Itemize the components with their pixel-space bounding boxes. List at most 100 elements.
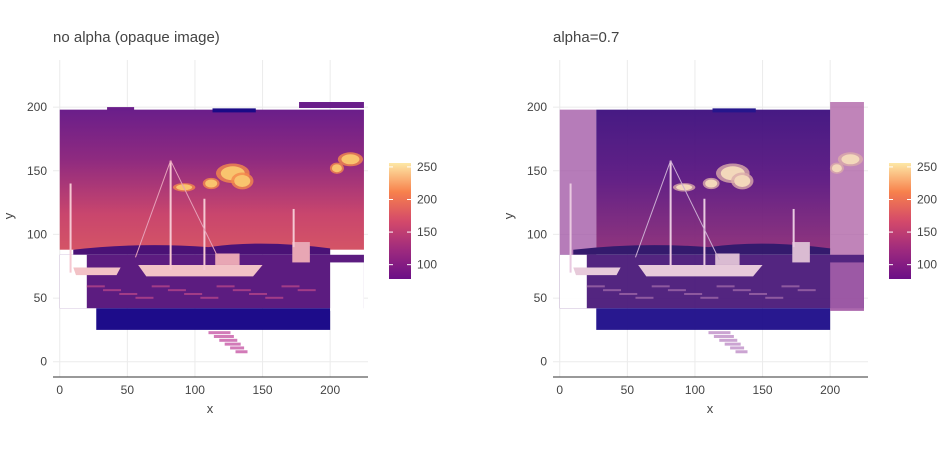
bottom-reflection [719, 338, 738, 342]
panel-1: no alpha (opaque image) 0 50 100 150 200 0 50… [1, 29, 437, 416]
x-tick-label: 50 [621, 383, 635, 397]
bottom-reflection [730, 346, 745, 350]
x-tick-label: 0 [56, 383, 63, 397]
y-tick-label: 50 [534, 291, 548, 305]
panel-2-x-axis-label: x [707, 401, 714, 416]
reflection-streak [716, 285, 735, 288]
panel-2-colorbar: 100 150 200 250 [889, 160, 937, 279]
reflection-streak [151, 285, 170, 288]
reflection-streak [119, 292, 138, 295]
reflection-streak [249, 292, 268, 295]
cloud [341, 154, 360, 165]
reflection-streak [167, 289, 186, 292]
water [59, 254, 364, 309]
boat-cabin [792, 242, 810, 263]
image-top-dark-strip [212, 108, 256, 113]
rigging [670, 160, 720, 261]
panel-2-title: alpha=0.7 [553, 29, 619, 46]
y-tick-label: 200 [527, 100, 547, 114]
bottom-reflection [213, 334, 234, 338]
x-tick-label: 200 [820, 383, 840, 397]
panel-1-colorbar: 100 150 200 250 [389, 160, 437, 279]
boat-cabin [292, 242, 310, 263]
rigging [134, 160, 172, 258]
water-gap [559, 254, 587, 309]
colorbar-tick-label: 150 [917, 225, 937, 239]
small-boat-hull [573, 267, 621, 276]
reflection-streak [265, 296, 284, 299]
reflection-streak [297, 289, 316, 292]
sailboat-hull [138, 264, 263, 277]
panel-2-image [559, 102, 864, 354]
panel-2-x-ticks: 0 50 100 150 200 [556, 383, 840, 397]
reflection-streak [732, 289, 751, 292]
reflection-streak [86, 285, 105, 288]
colorbar-tick-label: 250 [917, 160, 937, 174]
bottom-reflection [724, 342, 741, 346]
bottom-reflection [230, 346, 245, 350]
y-tick-label: 100 [27, 227, 47, 241]
reflection-streak [232, 289, 251, 292]
colorbar-tick-label: 200 [917, 192, 937, 206]
boat-cabin [715, 253, 740, 265]
colorbar-gradient [389, 163, 411, 279]
x-tick-label: 200 [320, 383, 340, 397]
reflection-streak [281, 285, 300, 288]
small-boat-hull [73, 267, 121, 276]
panel-1-y-ticks: 0 50 100 150 200 [27, 100, 47, 369]
reflection-streak [684, 292, 703, 295]
water-dark-bottom [596, 308, 831, 330]
y-tick-label: 150 [527, 164, 547, 178]
panel-2-y-ticks: 0 50 100 150 200 [527, 100, 547, 369]
colorbar-tick-label: 100 [917, 258, 937, 272]
water-gap [330, 262, 364, 311]
bottom-reflection [208, 331, 231, 335]
panel-1-y-axis-label: y [1, 212, 16, 219]
reflection-streak [765, 296, 784, 299]
colorbar-tick-label: 100 [417, 258, 437, 272]
reflection-streak [651, 285, 670, 288]
x-tick-label: 50 [121, 383, 135, 397]
reflection-streak [700, 296, 719, 299]
bottom-reflection [235, 350, 248, 354]
x-tick-label: 150 [253, 383, 273, 397]
cloud [331, 164, 342, 173]
reflection-streak [103, 289, 122, 292]
rigging [170, 160, 220, 261]
cloud [705, 179, 718, 188]
y-tick-label: 200 [27, 100, 47, 114]
reflection-streak [781, 285, 800, 288]
boat-cabin [215, 253, 240, 265]
y-tick-label: 100 [527, 227, 547, 241]
reflection-streak [635, 296, 654, 299]
water [559, 254, 864, 309]
reflection-streak [135, 296, 154, 299]
image-top-strip [299, 102, 364, 109]
panel-2-y-axis-label: y [501, 212, 516, 219]
water-dark-bottom [96, 308, 331, 330]
x-tick-label: 100 [685, 383, 705, 397]
colorbar-gradient [889, 163, 911, 279]
x-tick-label: 0 [556, 383, 563, 397]
water-gap [830, 262, 864, 311]
panel-1-title: no alpha (opaque image) [53, 29, 220, 46]
bottom-reflection [735, 350, 748, 354]
bottom-reflection [708, 331, 731, 335]
rigging [634, 160, 672, 258]
y-tick-label: 0 [40, 355, 47, 369]
bottom-reflection [219, 338, 238, 342]
reflection-streak [797, 289, 816, 292]
cloud [234, 174, 251, 187]
bottom-reflection [224, 342, 241, 346]
water-gap [59, 254, 87, 309]
reflection-streak [586, 285, 605, 288]
bottom-reflection [713, 334, 734, 338]
y-tick-label: 150 [27, 164, 47, 178]
cloud [831, 164, 842, 173]
image-top-strip [107, 107, 135, 111]
x-tick-label: 100 [185, 383, 205, 397]
colorbar-tick-label: 250 [417, 160, 437, 174]
x-tick-label: 150 [753, 383, 773, 397]
